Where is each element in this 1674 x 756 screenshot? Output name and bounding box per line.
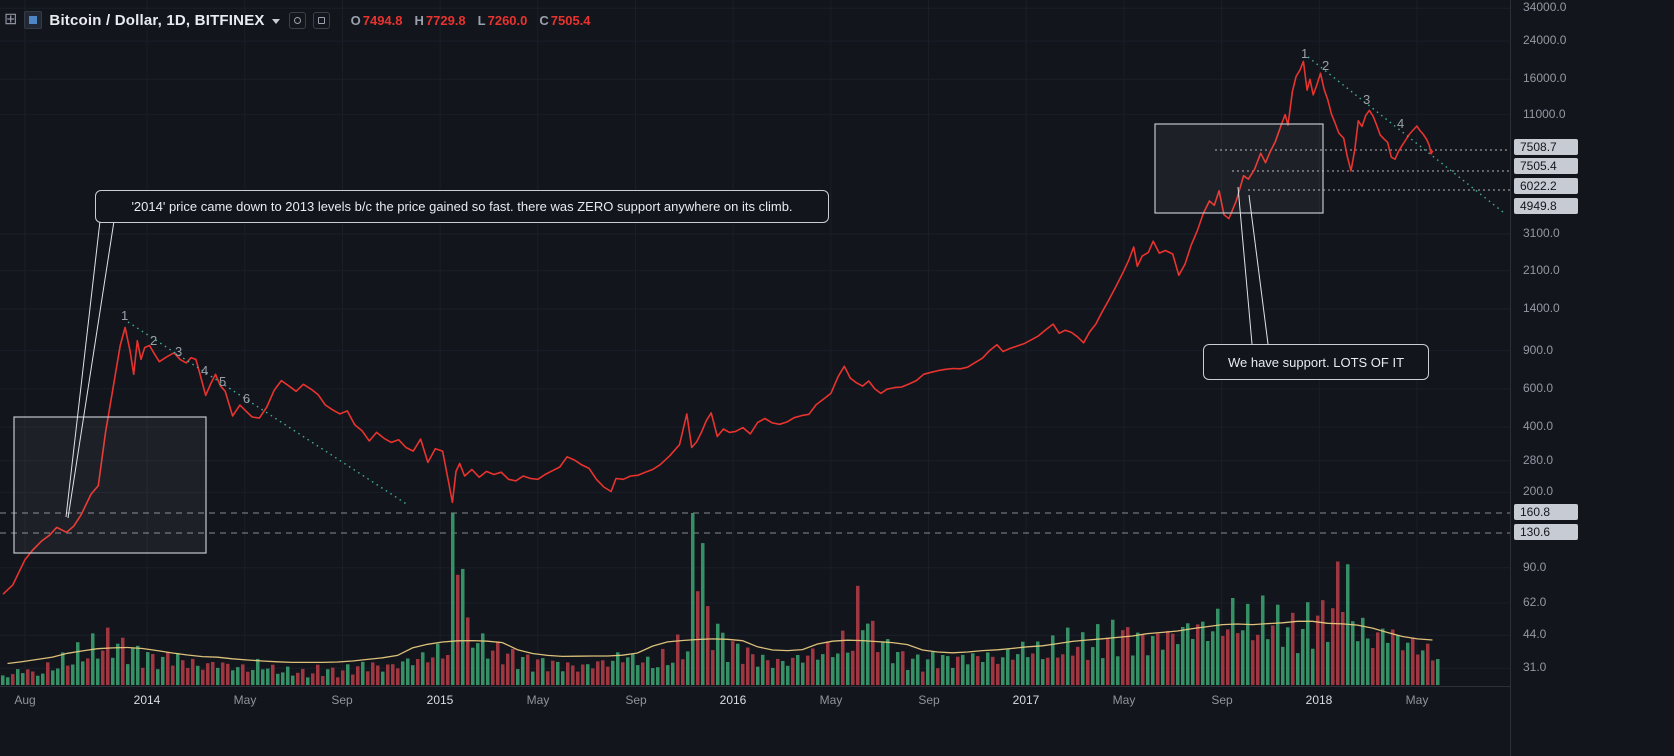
time-axis-year-label: 2015 [426,693,454,707]
price-level-label[interactable]: 4949.8 [1514,198,1578,214]
price-level-label[interactable]: 7505.4 [1514,158,1578,174]
time-axis-year-label: 2016 [719,693,747,707]
callout-pointer-line [1248,194,1269,345]
symbol-title[interactable]: Bitcoin / Dollar, 1D, BITFINEX [49,11,265,29]
level-lines-layer [0,149,1510,534]
time-axis-month-label: May [233,693,257,707]
wave-count-label: 4 [1397,116,1405,131]
time-axis-year-label: 2018 [1305,693,1333,707]
callout-pointers-layer [65,186,1269,519]
ohlc-l-value: L 7260.0 [477,12,528,28]
callout-pointer-line [65,220,101,518]
price-axis-tick: 600.0 [1523,381,1554,395]
time-axis-month-label: Aug [14,693,36,707]
price-axis-tick: 24000.0 [1523,33,1567,47]
price-axis-tick: 280.0 [1523,453,1554,467]
drawing-rectangle[interactable] [13,416,207,554]
time-axis-month-label: May [1405,693,1429,707]
price-axis-tick: 11000.0 [1523,107,1566,121]
time-axis-month-label: May [526,693,550,707]
wave-count-label: 3 [175,344,183,359]
wave-count-label: 6 [243,391,251,406]
wave-count-label: 2 [1322,58,1330,73]
wave-count-label: 2 [150,333,158,348]
price-level-label[interactable]: 130.6 [1514,524,1578,540]
callout-note-2014[interactable]: '2014' price came down to 2013 levels b/… [95,190,829,223]
callout-note-2014-text: '2014' price came down to 2013 levels b/… [131,199,793,214]
chart-legend: ⊞ Bitcoin / Dollar, 1D, BITFINEX O 7494.8… [4,11,591,29]
wave-count-label: 1 [121,308,129,323]
time-axis-month-label: Sep [1211,693,1233,707]
wave-count-label: 1 [1301,46,1309,61]
price-axis-tick: 1400.0 [1523,301,1560,315]
wave-count-label: 5 [219,374,227,389]
price-axis-tick: 400.0 [1523,419,1554,433]
volume-layer [1,513,1440,685]
price-axis-tick: 44.0 [1523,627,1547,641]
time-axis-year-label: 2014 [133,693,161,707]
trendlines-layer [127,56,1504,506]
price-axis[interactable]: 34000.0 24000.0 16000.0 11000.0 3100.0 2100.0… [1510,0,1674,756]
volume-ma-line [7,620,1433,665]
callout-pointer-line [1237,186,1253,345]
price-level-label[interactable]: 160.8 [1514,504,1578,520]
trendline[interactable] [127,321,409,506]
callout-note-support[interactable]: We have support. LOTS OF IT [1203,344,1429,380]
price-axis-tick: 3100.0 [1523,226,1560,240]
price-axis-tick: 34000.0 [1523,0,1567,14]
price-level-label[interactable]: 7508.7 [1514,139,1578,155]
symbol-logo-icon [24,11,43,29]
chevron-down-icon[interactable] [271,19,280,24]
price-axis-tick: 90.0 [1523,560,1547,574]
price-axis-tick: 900.0 [1523,343,1554,357]
ohlc-o-value: O 7494.8 [350,12,403,28]
callout-pointer-line [67,220,115,519]
time-axis-year-label: 2017 [1012,693,1040,707]
time-axis-month-label: May [1112,693,1136,707]
price-axis-tick: 2100.0 [1523,263,1560,277]
quick-settings-icon[interactable] [288,11,306,29]
time-axis-month-label: Sep [331,693,353,707]
price-axis-tick: 200.0 [1523,484,1554,498]
time-axis-month-label: May [819,693,843,707]
ohlc-c-value: C 7505.4 [539,12,591,28]
price-line-series[interactable] [2,60,1434,595]
ohlc-values: O 7494.8 H 7729.8 L 7260.0 C 7505.4 [351,13,591,28]
price-level-label[interactable]: 6022.2 [1514,178,1578,194]
time-axis-month-label: Sep [625,693,647,707]
time-axis-month-label: Sep [918,693,940,707]
wave-count-label: 4 [201,363,209,378]
wave-count-label: 3 [1363,92,1371,107]
ohlc-h-value: H 7729.8 [414,12,466,28]
price-axis-tick: 62.0 [1523,595,1547,609]
price-axis-tick: 16000.0 [1523,71,1567,85]
price-axis-tick: 31.0 [1523,660,1547,674]
time-axis[interactable]: Aug 2014 May Sep 2015 May Sep 2016 May Sep 2017 May… [0,686,1510,756]
layout-grid-icon[interactable]: ⊞ [4,11,18,28]
callout-note-support-text: We have support. LOTS OF IT [1227,354,1405,370]
style-settings-icon[interactable] [312,11,330,29]
